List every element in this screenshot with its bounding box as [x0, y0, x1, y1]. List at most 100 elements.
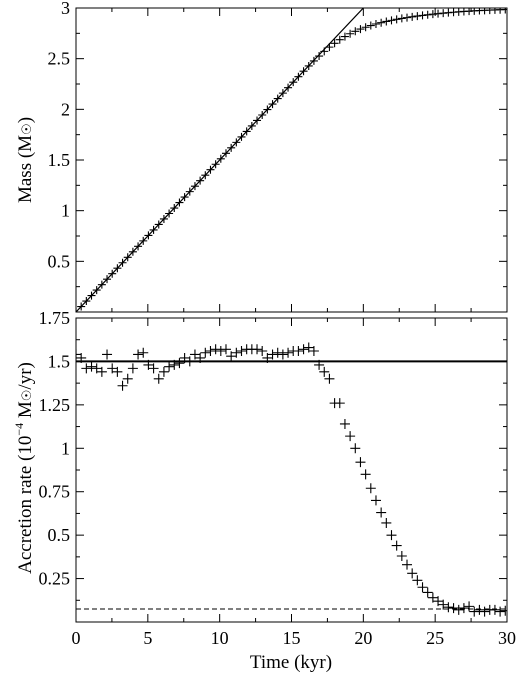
mass-data-point — [82, 297, 91, 306]
accretion-data-point — [458, 603, 469, 614]
accretion-data-point — [355, 457, 366, 468]
mass-data-point — [247, 121, 256, 130]
accretion-data-point — [339, 418, 350, 429]
mass-data-point — [237, 132, 246, 141]
accretion-data-point — [469, 606, 480, 617]
mass-data-point — [413, 12, 422, 21]
accretion-data-point — [272, 347, 283, 358]
accretion-y-tick-label: 0.25 — [39, 569, 71, 589]
mass-data-point — [289, 78, 298, 87]
accretion-data-point — [231, 347, 242, 358]
mass-data-point — [418, 11, 427, 20]
accretion-axis-title: Accretion rate (10−4 M☉/yr) — [12, 362, 36, 574]
mass-data-point — [397, 14, 406, 23]
mass-data-point — [242, 127, 251, 136]
accretion-data-point — [433, 596, 444, 607]
mass-y-tick-label: 2.5 — [48, 49, 71, 69]
mass-data-point — [258, 111, 267, 120]
accretion-data-point — [138, 347, 149, 358]
mass-data-point — [423, 10, 432, 19]
accretion-data-point — [257, 346, 268, 357]
accretion-data-point — [189, 349, 200, 360]
accretion-data-point — [464, 601, 475, 612]
mass-data-point — [92, 286, 101, 295]
accretion-panel-markers — [76, 342, 507, 617]
accretion-data-point — [86, 361, 97, 372]
mass-data-point — [377, 18, 386, 27]
mass-data-point — [77, 302, 86, 311]
accretion-data-point — [448, 603, 459, 614]
accretion-data-point — [148, 363, 159, 374]
mass-data-point — [113, 264, 122, 273]
accretion-data-point — [298, 344, 309, 355]
mass-data-point — [361, 23, 370, 32]
mass-panel-frame — [75, 7, 508, 313]
accretion-data-point — [479, 606, 490, 617]
accretion-data-point — [277, 349, 288, 360]
mass-data-point — [165, 209, 174, 218]
accretion-data-point — [391, 540, 402, 551]
accretion-data-point — [350, 443, 361, 454]
mass-data-point — [284, 83, 293, 92]
accretion-data-point — [417, 582, 428, 593]
accretion-y-tick-label: 0.5 — [48, 525, 71, 545]
mass-data-point — [325, 43, 334, 52]
accretion-data-point — [308, 346, 319, 357]
mass-data-point — [170, 204, 179, 213]
accretion-panel-tick-labels: 0.25 0.5 0.75 1 1.25 1.5 1.75 0 5 10 15 20 25 30 — [39, 308, 517, 648]
mass-data-point — [268, 100, 277, 109]
mass-data-point — [201, 171, 210, 180]
mass-data-point — [263, 105, 272, 114]
mass-y-tick-label: 3 — [61, 0, 70, 18]
mass-data-point — [304, 61, 313, 70]
mass-data-point — [97, 280, 106, 289]
accretion-data-point — [143, 359, 154, 370]
mass-data-point — [382, 17, 391, 26]
accretion-data-point — [215, 346, 226, 357]
mass-data-point — [87, 291, 96, 300]
mass-data-point — [273, 94, 282, 103]
accretion-x-tick-label: 0 — [72, 628, 81, 648]
accretion-data-point — [360, 469, 371, 480]
accretion-data-point — [179, 352, 190, 363]
mass-data-point — [387, 16, 396, 25]
accretion-panel: 0.25 0.5 0.75 1 1.25 1.5 1.75 0 5 10 15 20 25 30 Accr… — [12, 308, 516, 673]
accretion-data-point — [153, 373, 164, 384]
mass-data-point — [232, 138, 241, 147]
accretion-data-point — [205, 346, 216, 357]
accretion-data-point — [122, 373, 133, 384]
mass-y-tick-label: 0.5 — [48, 251, 71, 271]
accretion-data-point — [283, 347, 294, 358]
accretion-y-tick-label: 1.25 — [39, 395, 71, 415]
mass-data-point — [206, 165, 215, 174]
mass-data-point — [309, 56, 318, 65]
mass-data-point — [128, 247, 137, 256]
mass-panel-lines — [76, 8, 364, 312]
accretion-data-point — [164, 361, 175, 372]
accretion-data-point — [184, 356, 195, 367]
accretion-data-point — [76, 349, 81, 360]
accretion-x-tick-label: 5 — [143, 628, 152, 648]
mass-data-point — [221, 149, 230, 158]
mass-y-tick-label: 1.5 — [48, 150, 71, 170]
mass-data-point — [315, 52, 324, 61]
accretion-data-point — [91, 363, 102, 374]
accretion-data-point — [195, 352, 206, 363]
accretion-data-point — [438, 599, 449, 610]
mass-solid-reference-line — [76, 8, 364, 312]
mass-data-point — [392, 15, 401, 24]
mass-data-point — [356, 25, 365, 34]
mass-data-point — [108, 269, 117, 278]
mass-data-point — [159, 214, 168, 223]
accretion-x-tick-label: 20 — [354, 628, 372, 648]
accretion-y-tick-label: 1 — [61, 438, 70, 458]
accretion-y-tick-label: 1.75 — [39, 308, 71, 328]
accretion-data-point — [500, 605, 507, 616]
mass-data-point — [180, 193, 189, 202]
mass-data-point — [154, 220, 163, 229]
mass-data-point — [278, 89, 287, 98]
accretion-data-point — [76, 352, 87, 363]
mass-panel-ticks — [75, 7, 508, 313]
accretion-data-point — [210, 344, 221, 355]
